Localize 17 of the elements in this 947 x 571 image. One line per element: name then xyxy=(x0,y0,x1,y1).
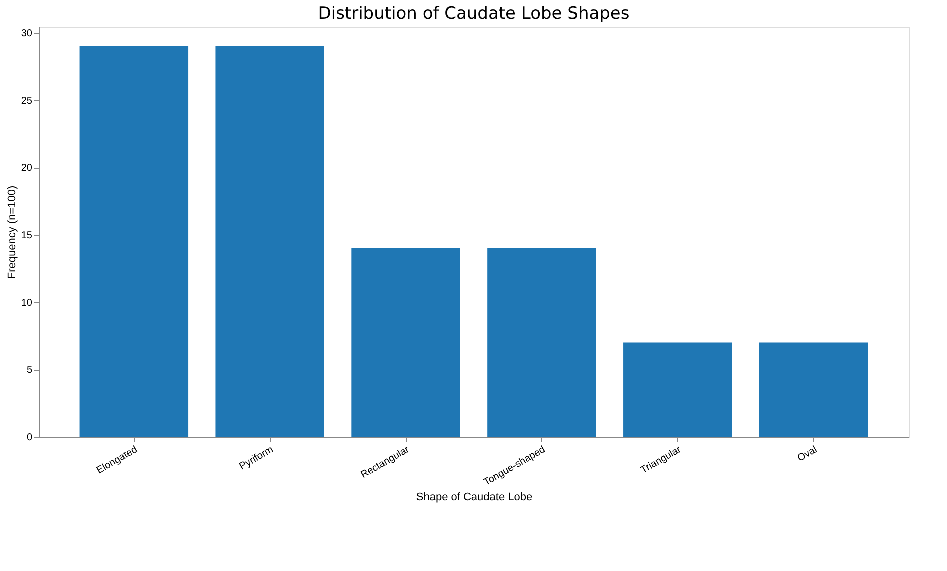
bar xyxy=(80,46,189,437)
y-tick-label: 15 xyxy=(21,230,33,242)
bar xyxy=(488,248,596,437)
bar xyxy=(624,342,732,437)
x-axis-title: Shape of Caudate Lobe xyxy=(416,492,533,504)
y-tick-label: 10 xyxy=(21,298,33,309)
bar xyxy=(216,46,324,437)
bar xyxy=(352,248,460,437)
x-tick-label: Oval xyxy=(796,444,820,464)
y-tick-label: 25 xyxy=(21,96,33,107)
y-tick-label: 30 xyxy=(21,28,33,40)
bar xyxy=(759,342,868,437)
y-axis-title: Frequency (n=100) xyxy=(6,186,18,280)
y-tick-label: 0 xyxy=(26,432,33,444)
y-tick-label: 5 xyxy=(26,365,33,376)
y-tick-label: 20 xyxy=(21,163,33,174)
chart-title: Distribution of Caudate Lobe Shapes xyxy=(318,4,630,24)
